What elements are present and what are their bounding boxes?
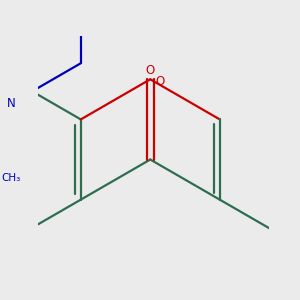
Text: CH₃: CH₃ bbox=[1, 173, 20, 183]
Text: O: O bbox=[146, 64, 155, 76]
Text: N: N bbox=[7, 97, 16, 110]
Text: O: O bbox=[155, 75, 164, 88]
